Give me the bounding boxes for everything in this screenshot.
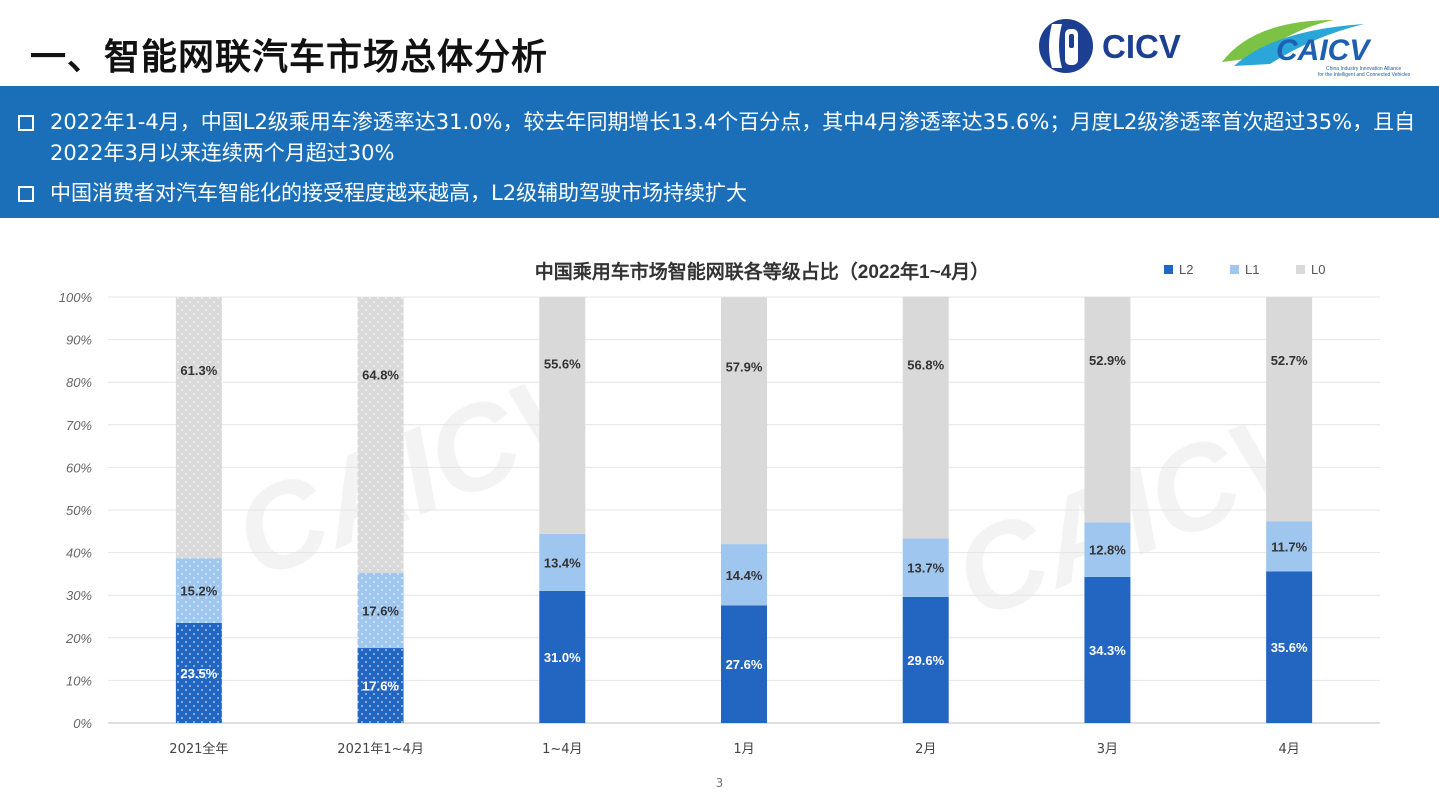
bar-segment-l0 — [902, 296, 949, 539]
bar-segment-l2 — [539, 590, 586, 723]
data-label: 13.4% — [544, 555, 581, 570]
legend-label: L1 — [1245, 262, 1259, 277]
y-tick-label: 90% — [66, 333, 92, 348]
x-tick-label: 1~4月 — [542, 742, 582, 757]
y-tick-label: 60% — [66, 460, 92, 475]
data-label: 31.0% — [544, 650, 581, 665]
cicv-logo-text: CICV — [1102, 28, 1181, 65]
bullet-text: 中国消费者对汽车智能化的接受程度越来越高，L2级辅助驾驶市场持续扩大 — [50, 181, 748, 205]
legend-swatch-l1 — [1230, 265, 1239, 274]
y-tick-label: 100% — [59, 290, 92, 305]
x-tick-label: 2021全年 — [169, 741, 228, 757]
y-tick-label: 30% — [66, 588, 92, 603]
data-label: 15.2% — [180, 584, 217, 599]
y-axis: 0% 10% 20% 30% 40% 50% 60% 70% 80% 90% 100% — [59, 290, 92, 731]
x-tick-label: 3月 — [1097, 742, 1118, 757]
bar-segment-l0 — [1266, 297, 1313, 522]
bar-segment-l2 — [175, 622, 222, 723]
data-label: 11.7% — [1271, 539, 1308, 554]
legend: L2 L1 L0 — [1164, 262, 1325, 277]
x-tick-label: 2月 — [915, 742, 936, 757]
bar-segment-l2 — [1266, 571, 1313, 723]
y-tick-label: 10% — [66, 673, 92, 688]
bullet-item: 中国消费者对汽车智能化的接受程度越来越高，L2级辅助驾驶市场持续扩大 — [18, 178, 1418, 209]
data-label: 17.6% — [362, 604, 399, 619]
legend-swatch-l0 — [1296, 265, 1305, 274]
data-label: 27.6% — [726, 657, 763, 672]
data-label: 64.8% — [362, 367, 399, 382]
caicv-subtitle-1: China Industry Innovation Alliance — [1326, 66, 1402, 72]
x-tick-label: 1月 — [733, 742, 754, 757]
data-label: 14.4% — [726, 568, 763, 583]
bullet-item: 2022年1-4月，中国L2级乘用车渗透率达31.0%，较去年同期增长13.4个… — [18, 107, 1418, 169]
caicv-subtitle-2: for the Intelligent and Connected Vehicl… — [1318, 72, 1411, 78]
bar-segment-l0 — [175, 297, 222, 559]
bar-segment-l0 — [539, 297, 586, 534]
bar-segment-l2 — [357, 648, 404, 723]
legend-label: L0 — [1311, 262, 1325, 277]
data-label: 52.7% — [1271, 353, 1308, 368]
x-tick-label: 4月 — [1279, 742, 1300, 757]
x-axis: 2021全年 2021年1~4月 1~4月 1月 2月 3月 4月 — [169, 741, 1299, 757]
caicv-logo-text: CAICV — [1276, 34, 1372, 67]
summary-band: 2022年1-4月，中国L2级乘用车渗透率达31.0%，较去年同期增长13.4个… — [0, 86, 1439, 218]
data-label: 17.6% — [362, 679, 399, 694]
y-tick-label: 40% — [66, 546, 92, 561]
y-tick-label: 80% — [66, 375, 92, 390]
bar-segment-l1 — [175, 558, 222, 623]
bar-segment-l1 — [539, 533, 586, 591]
y-tick-label: 50% — [66, 503, 92, 518]
bar-segment-l1 — [1084, 522, 1131, 577]
y-tick-label: 20% — [65, 631, 92, 646]
bar-segment-l1 — [902, 538, 949, 597]
bar-segment-l0 — [1084, 297, 1131, 523]
bar-segment-l1 — [1266, 521, 1313, 572]
square-bullet-icon — [18, 115, 34, 131]
data-label: 57.9% — [726, 359, 763, 374]
cicv-logo: CICV — [1036, 14, 1206, 82]
y-tick-label: 70% — [66, 418, 92, 433]
y-tick-label: 0% — [73, 716, 92, 731]
legend-label: L2 — [1179, 262, 1193, 277]
square-bullet-icon — [18, 186, 34, 202]
data-label: 23.5% — [180, 666, 217, 681]
data-label: 56.8% — [907, 357, 944, 372]
data-label: 34.3% — [1089, 643, 1126, 658]
bullet-text: 2022年1-4月，中国L2级乘用车渗透率达31.0%，较去年同期增长13.4个… — [50, 110, 1416, 165]
bar-segment-l2 — [721, 605, 767, 723]
page-number: 3 — [715, 776, 724, 790]
data-label: 29.6% — [907, 653, 944, 668]
data-label: 12.8% — [1089, 543, 1126, 558]
stacked-bar-chart: CAICV CAICV 中国乘用车市场智能网联各等级占比（2022年1~4月） … — [59, 260, 1380, 757]
bar-segment-l1 — [357, 573, 404, 649]
data-label: 61.3% — [180, 363, 217, 378]
caicv-logo: CAICV China Industry Innovation Alliance… — [1214, 14, 1414, 84]
bar-segment-l0 — [721, 297, 767, 545]
data-label: 13.7% — [907, 561, 944, 576]
bars: 23.5% 15.2% 61.3% 17.6% 17.6% 64.8% 31.0% 13.4%… — [175, 296, 1313, 723]
x-tick-label: 2021年1~4月 — [337, 742, 424, 757]
bar-segment-l0 — [357, 297, 404, 574]
chart-title: 中国乘用车市场智能网联各等级占比（2022年1~4月） — [535, 260, 990, 283]
bar-segment-l2 — [902, 596, 949, 723]
data-label: 55.6% — [544, 356, 581, 371]
bar-segment-l2 — [1084, 576, 1131, 723]
legend-swatch-l2 — [1164, 265, 1173, 274]
bar-segment-l1 — [721, 544, 767, 606]
data-label: 35.6% — [1271, 640, 1308, 655]
data-label: 52.9% — [1089, 353, 1126, 368]
page-title: 一、智能网联汽车市场总体分析 — [30, 37, 549, 78]
